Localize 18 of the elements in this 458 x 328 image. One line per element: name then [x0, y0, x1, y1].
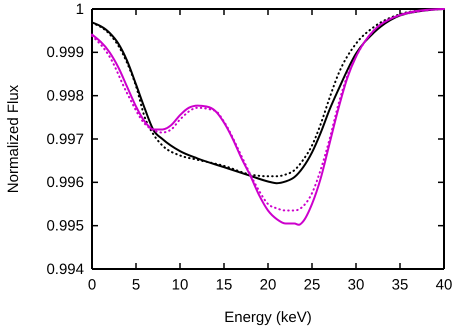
x-axis-title: Energy (keV): [224, 309, 312, 326]
x-tick-label: 5: [132, 276, 140, 294]
x-tick-label: 35: [392, 276, 408, 294]
x-tick-label: 30: [348, 276, 364, 294]
y-tick-label: 0.996: [46, 174, 84, 192]
x-tick-label: 15: [216, 276, 232, 294]
y-tick-label: 0.994: [46, 260, 84, 278]
x-tick-label: 25: [304, 276, 320, 294]
x-tick-label: 20: [260, 276, 276, 294]
y-tick-label: 1: [76, 0, 84, 18]
x-tick-label: 10: [172, 276, 188, 294]
y-axis-title: Normalized Flux: [5, 84, 22, 194]
y-tick-label: 0.997: [46, 130, 84, 148]
y-tick-label: 0.998: [46, 87, 84, 104]
x-tick-label: 40: [436, 276, 452, 294]
x-tick-label: 0: [88, 276, 96, 294]
y-tick-label: 0.995: [46, 217, 84, 234]
y-tick-label: 0.999: [46, 44, 84, 62]
